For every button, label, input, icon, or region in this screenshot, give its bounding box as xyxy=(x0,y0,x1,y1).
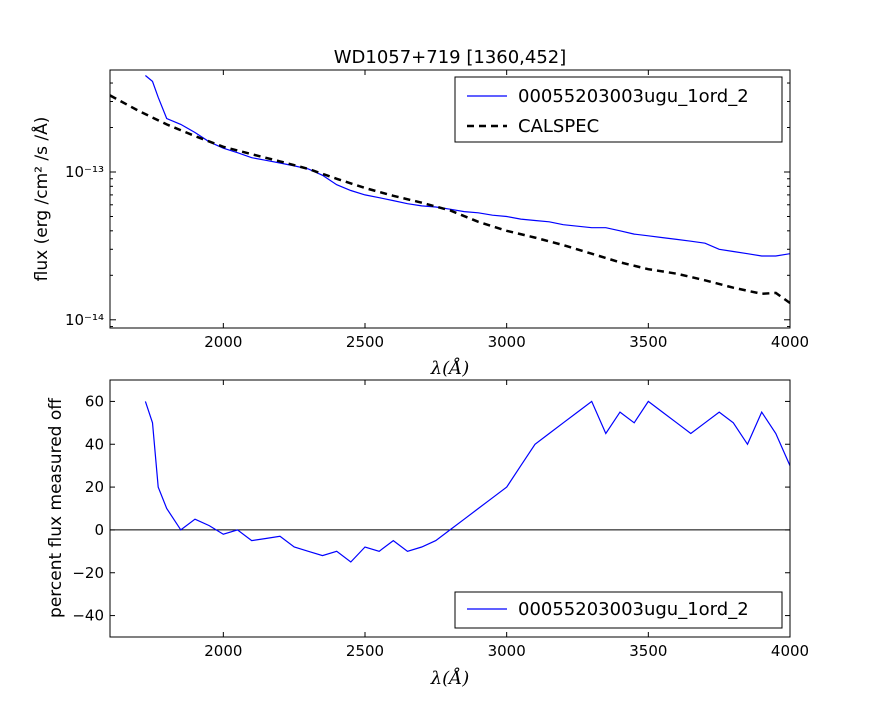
y-tick-label: −20 xyxy=(72,564,104,582)
measured-series-line-bot xyxy=(144,400,790,563)
flux-x-axis-label: λ(Å) xyxy=(430,357,469,379)
percent-plot-frame xyxy=(109,379,791,638)
flux-x-ticks: 2000 2500 3000 3500 4000 xyxy=(204,70,809,351)
chart-title: WD1057+719 [1360,452] xyxy=(334,47,567,68)
y-tick-label: 60 xyxy=(85,392,104,410)
percent-y-axis-label: percent flux measured off xyxy=(46,397,66,618)
y-tick-label: 20 xyxy=(85,478,104,496)
percent-y-ticks: −40 −20 0 20 40 60 xyxy=(72,392,790,625)
percent-x-axis-label: λ(Å) xyxy=(430,667,469,689)
flux-series-group xyxy=(110,75,790,305)
flux-y-ticks: 10⁻¹⁴ 10⁻¹³ xyxy=(65,82,790,329)
flux-plot-frame xyxy=(109,69,791,329)
x-tick-label: 3500 xyxy=(629,333,667,351)
x-tick-label: 4000 xyxy=(771,642,809,660)
flux-panel: WD1057+719 [1360,452] 2000 2500 3000 3500 40… xyxy=(30,47,809,379)
y-tick-label: 10⁻¹³ xyxy=(65,163,104,181)
y-tick-label: −40 xyxy=(72,607,104,625)
legend-label-measured: 00055203003ugu_1ord_2 xyxy=(518,86,749,107)
y-tick-label: 0 xyxy=(94,521,104,539)
x-tick-label: 3000 xyxy=(488,642,526,660)
y-tick-label: 10⁻¹⁴ xyxy=(65,311,104,329)
x-tick-label: 3500 xyxy=(629,642,667,660)
percent-legend: 00055203003ugu_1ord_2 xyxy=(454,591,783,629)
flux-y-axis-label: flux (erg /cm² /s /Å) xyxy=(30,117,52,282)
flux-legend-box xyxy=(454,76,783,143)
measured-series-line-top xyxy=(145,75,790,257)
x-tick-label: 3000 xyxy=(488,333,526,351)
percent-x-ticks: 2000 2500 3000 3500 4000 xyxy=(204,380,809,660)
percent-series-group xyxy=(144,400,790,563)
calspec-series-line-top xyxy=(110,94,790,305)
legend-label-calspec: CALSPEC xyxy=(518,116,599,137)
legend-label-percent: 00055203003ugu_1ord_2 xyxy=(518,599,749,620)
x-tick-label: 2500 xyxy=(346,333,384,351)
x-tick-label: 2000 xyxy=(204,333,242,351)
percent-legend-box xyxy=(454,591,783,629)
flux-legend: 00055203003ugu_1ord_2 CALSPEC xyxy=(454,76,783,143)
x-tick-label: 2000 xyxy=(204,642,242,660)
x-tick-label: 2500 xyxy=(346,642,384,660)
x-tick-label: 4000 xyxy=(771,333,809,351)
y-tick-label: 40 xyxy=(85,435,104,453)
